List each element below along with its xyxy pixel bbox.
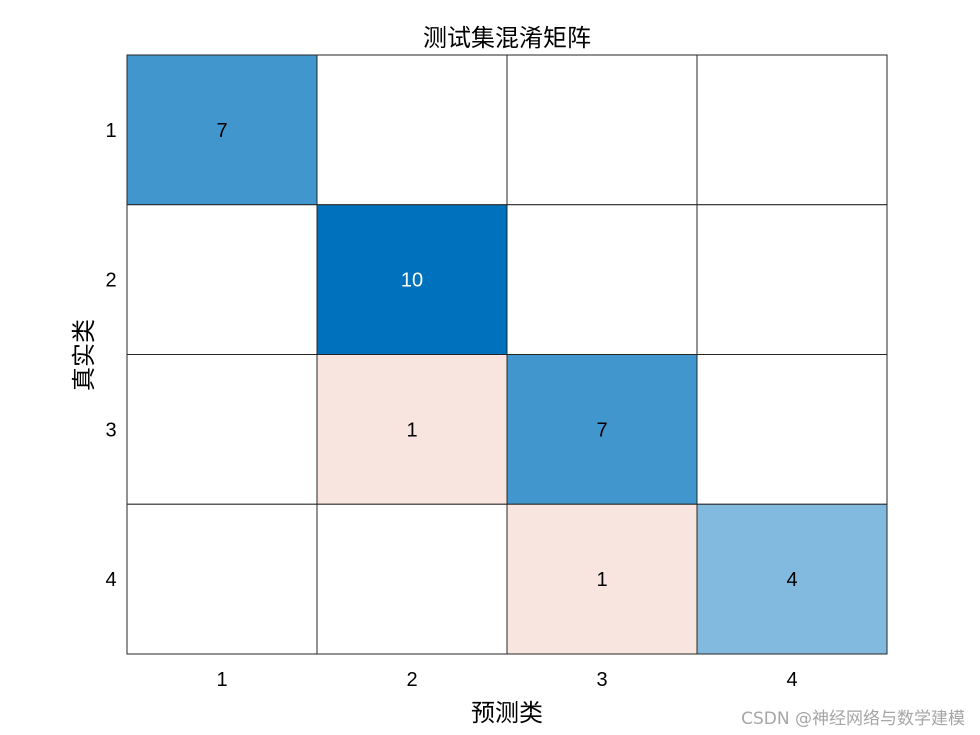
matrix-cell xyxy=(696,354,888,505)
matrix-cell xyxy=(126,503,318,655)
matrix-cell xyxy=(696,503,888,655)
matrix-cell xyxy=(506,354,698,505)
matrix-cell xyxy=(506,204,698,355)
matrix-cell xyxy=(506,503,698,655)
matrix-cell xyxy=(316,54,508,206)
matrix-cell xyxy=(696,54,888,206)
matrix-cell xyxy=(126,204,318,355)
cell-value-label: 1 xyxy=(406,419,417,441)
cell-value-label: 10 xyxy=(401,270,423,292)
y-tick-label: 3 xyxy=(105,419,116,441)
matrix-cell xyxy=(126,354,318,505)
cell-value-label: 7 xyxy=(596,419,607,441)
watermark: CSDN @神经网络与数学建模 xyxy=(741,709,965,729)
y-tick-label: 2 xyxy=(105,270,116,292)
y-tick-labels: 1 2 3 4 xyxy=(105,120,116,591)
cell-value-label: 1 xyxy=(596,569,607,591)
matrix-cell xyxy=(696,204,888,355)
x-tick-label: 2 xyxy=(406,669,417,691)
y-axis-label: 真实类 xyxy=(70,319,98,391)
x-tick-label: 1 xyxy=(216,669,227,691)
x-tick-label: 4 xyxy=(786,669,797,691)
matrix-cell xyxy=(316,204,508,355)
chart-title: 测试集混淆矩阵 xyxy=(423,24,591,52)
y-tick-label: 1 xyxy=(105,120,116,142)
matrix-cell xyxy=(506,54,698,206)
y-tick-label: 4 xyxy=(105,569,116,591)
x-tick-labels: 1 2 3 4 xyxy=(216,669,797,691)
matrix-cell xyxy=(126,54,318,206)
cell-value-label: 7 xyxy=(216,120,227,142)
matrix-cell xyxy=(316,503,508,655)
x-axis-label: 预测类 xyxy=(471,699,543,727)
heatmap-cells: 7 10 1 7 1 4 xyxy=(126,54,888,655)
matrix-cell xyxy=(316,354,508,505)
cell-value-label: 4 xyxy=(786,569,797,591)
x-tick-label: 3 xyxy=(596,669,607,691)
